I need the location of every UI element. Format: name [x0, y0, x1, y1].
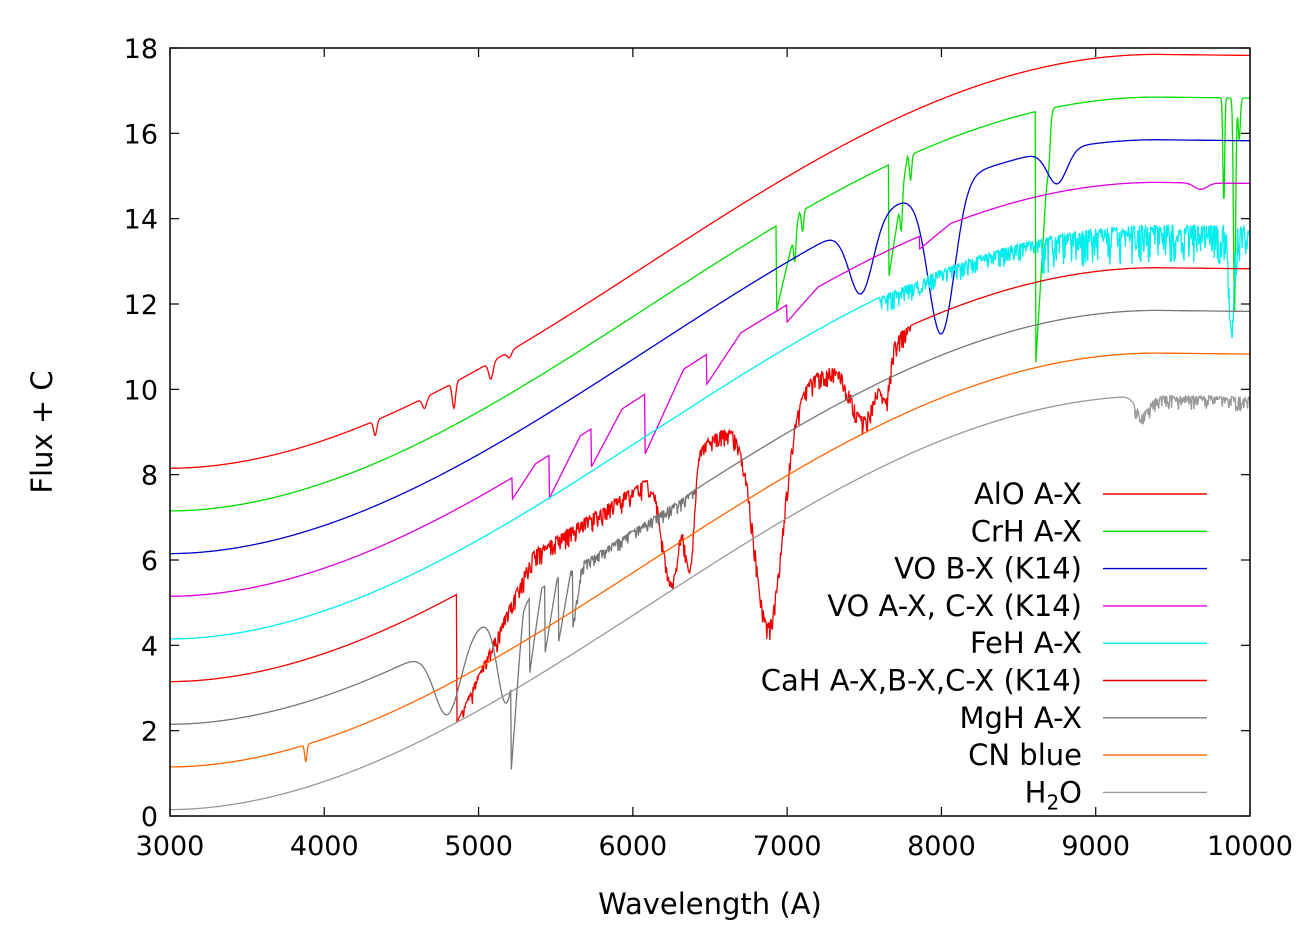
- series-line: [170, 393, 1251, 811]
- y-tick-label: 14: [124, 205, 158, 236]
- series-line: [170, 267, 1250, 723]
- axis-ticks: 3000 4000 5000 6000 7000 8000 9000 10000 0 2 4 6 8 10…: [124, 34, 1293, 862]
- x-tick-label: 8000: [907, 831, 976, 862]
- legend-label: AlO A-X: [974, 477, 1082, 511]
- x-tick-label: 7000: [753, 831, 822, 862]
- series-line: [170, 96, 1250, 512]
- series-line: [170, 309, 1250, 770]
- y-tick-label: 0: [141, 802, 158, 833]
- y-axis-label: Flux + C: [25, 370, 59, 493]
- y-tick-label: 10: [124, 375, 158, 406]
- legend-label: H2O: [1025, 775, 1082, 814]
- x-tick-label: 6000: [598, 831, 667, 862]
- series-line: [170, 181, 1250, 597]
- y-tick-label: 18: [124, 34, 158, 65]
- y-tick-label: 2: [141, 717, 158, 748]
- series-line: [170, 223, 1251, 640]
- x-tick-label: 10000: [1207, 831, 1293, 862]
- legend-label: VO A-X, C-X (K14): [827, 589, 1082, 623]
- legend-label: CaH A-X,B-X,C-X (K14): [761, 664, 1082, 698]
- y-tick-label: 4: [141, 631, 158, 662]
- x-tick-label: 4000: [290, 831, 359, 862]
- legend-label: FeH A-X: [970, 626, 1082, 660]
- x-tick-label: 9000: [1061, 831, 1130, 862]
- legend-label: MgH A-X: [959, 701, 1082, 735]
- x-axis-label: Wavelength (A): [598, 887, 822, 921]
- y-tick-label: 8: [141, 461, 158, 492]
- y-tick-label: 16: [124, 119, 158, 150]
- x-tick-label: 5000: [444, 831, 513, 862]
- series-line: [170, 139, 1250, 555]
- legend-label: VO B-X (K14): [894, 552, 1082, 586]
- x-tick-label: 3000: [136, 831, 205, 862]
- y-tick-label: 12: [124, 290, 158, 321]
- series-line: [170, 352, 1250, 768]
- y-tick-label: 6: [141, 546, 158, 577]
- legend-label: CrH A-X: [971, 514, 1082, 548]
- legend-label: CN blue: [968, 738, 1082, 772]
- series-line: [170, 53, 1250, 469]
- plot-frame: [169, 47, 1251, 817]
- plot-series-group: [170, 53, 1251, 811]
